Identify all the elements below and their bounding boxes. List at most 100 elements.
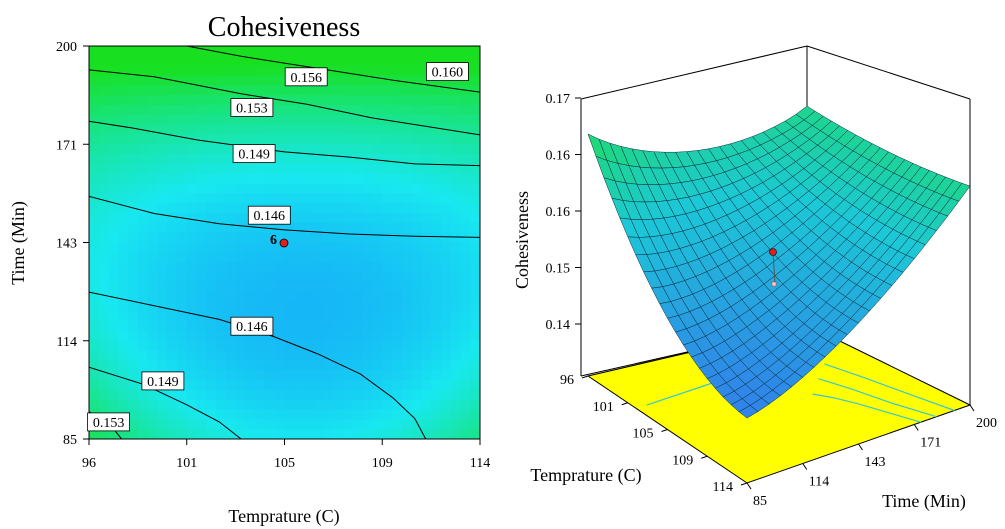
heat-cell xyxy=(216,419,227,430)
heat-cell xyxy=(284,419,295,430)
heat-cell xyxy=(274,183,286,194)
heat-cell xyxy=(460,104,471,116)
heat-cell xyxy=(450,271,462,283)
heat-cell xyxy=(294,104,305,116)
heat-cell xyxy=(255,340,266,352)
heat-cell xyxy=(245,65,256,77)
heat-cell xyxy=(186,252,198,263)
heat-cell xyxy=(470,213,480,224)
heat-cell xyxy=(128,291,139,303)
heat-cell xyxy=(323,242,334,253)
heat-cell xyxy=(372,114,383,126)
heat-cell xyxy=(392,271,403,283)
heat-cell xyxy=(245,55,256,67)
heat-cell xyxy=(255,55,266,67)
heat-cell xyxy=(294,46,305,57)
heat-cell xyxy=(392,242,403,253)
heat-cell xyxy=(98,124,110,136)
heat-cell xyxy=(98,340,110,352)
heat-cell xyxy=(323,193,334,204)
surface-y-label: Time (Min) xyxy=(882,491,966,512)
heat-cell xyxy=(186,104,198,116)
heat-cell xyxy=(421,222,432,234)
heat-cell xyxy=(362,124,374,136)
heat-cell xyxy=(392,252,403,263)
heat-cell xyxy=(401,350,413,361)
heat-cell xyxy=(294,203,305,214)
heat-cell xyxy=(157,65,168,77)
heat-cell xyxy=(274,419,286,430)
heat-cell xyxy=(196,183,207,194)
heat-cell xyxy=(128,429,139,439)
heat-cell xyxy=(137,242,149,253)
heat-cell xyxy=(294,262,305,273)
heat-cell xyxy=(245,311,256,322)
heat-cell xyxy=(206,163,217,175)
heat-cell xyxy=(225,193,237,204)
heat-cell xyxy=(470,262,480,273)
heat-cell xyxy=(343,262,354,273)
heat-cell xyxy=(137,163,149,175)
heat-cell xyxy=(186,350,198,361)
heat-cell xyxy=(362,55,374,67)
heat-cell xyxy=(216,380,227,391)
heat-cell xyxy=(167,321,178,332)
heat-cell xyxy=(216,232,227,244)
heat-cell xyxy=(460,399,471,411)
heat-cell xyxy=(255,242,266,253)
heat-cell xyxy=(343,213,354,224)
heat-cell xyxy=(470,271,480,283)
heat-cell xyxy=(274,350,286,361)
heat-cell xyxy=(333,370,344,381)
heat-cell xyxy=(108,95,119,106)
heat-cell xyxy=(313,222,325,234)
heat-cell xyxy=(343,154,354,165)
heat-cell xyxy=(255,429,266,439)
heat-cell xyxy=(294,55,305,67)
heat-cell xyxy=(284,183,295,194)
heat-cell xyxy=(264,301,276,312)
heat-cell xyxy=(235,193,247,204)
heat-cell xyxy=(304,222,315,234)
heat-cell xyxy=(176,252,188,263)
heat-cell xyxy=(372,134,383,145)
heat-cell xyxy=(304,173,315,185)
heat-cell xyxy=(401,291,413,303)
heat-cell xyxy=(216,291,227,303)
heat-cell xyxy=(89,301,100,312)
heat-cell xyxy=(382,75,393,86)
heat-cell xyxy=(392,144,403,155)
heat-cell xyxy=(137,173,149,185)
heat-cell xyxy=(98,291,110,303)
heat-cell xyxy=(186,213,198,224)
heat-cell xyxy=(186,330,198,342)
heat-cell xyxy=(362,330,374,342)
heat-cell xyxy=(167,104,178,116)
heat-cell xyxy=(255,262,266,273)
heat-cell xyxy=(196,321,207,332)
heat-cell xyxy=(460,203,471,214)
heat-cell xyxy=(382,330,393,342)
heat-cell xyxy=(108,350,119,361)
heat-cell xyxy=(137,409,149,420)
heat-cell xyxy=(333,104,344,116)
heat-cell xyxy=(470,360,480,371)
heat-cell xyxy=(98,370,110,381)
heat-cell xyxy=(401,311,413,322)
heat-cell xyxy=(98,193,110,204)
heat-cell xyxy=(392,46,403,57)
heat-cell xyxy=(245,301,256,312)
heat-cell xyxy=(450,350,462,361)
heat-cell xyxy=(284,104,295,116)
heat-cell xyxy=(137,252,149,263)
heat-cell xyxy=(352,104,364,116)
heat-cell xyxy=(421,232,432,244)
heat-cell xyxy=(274,154,286,165)
heat-cell xyxy=(245,193,256,204)
heat-cell xyxy=(313,183,325,194)
heat-cell xyxy=(323,203,334,214)
heat-cell xyxy=(274,222,286,234)
heat-cell xyxy=(362,173,374,185)
heat-cell xyxy=(274,114,286,126)
heat-cell xyxy=(118,262,129,273)
